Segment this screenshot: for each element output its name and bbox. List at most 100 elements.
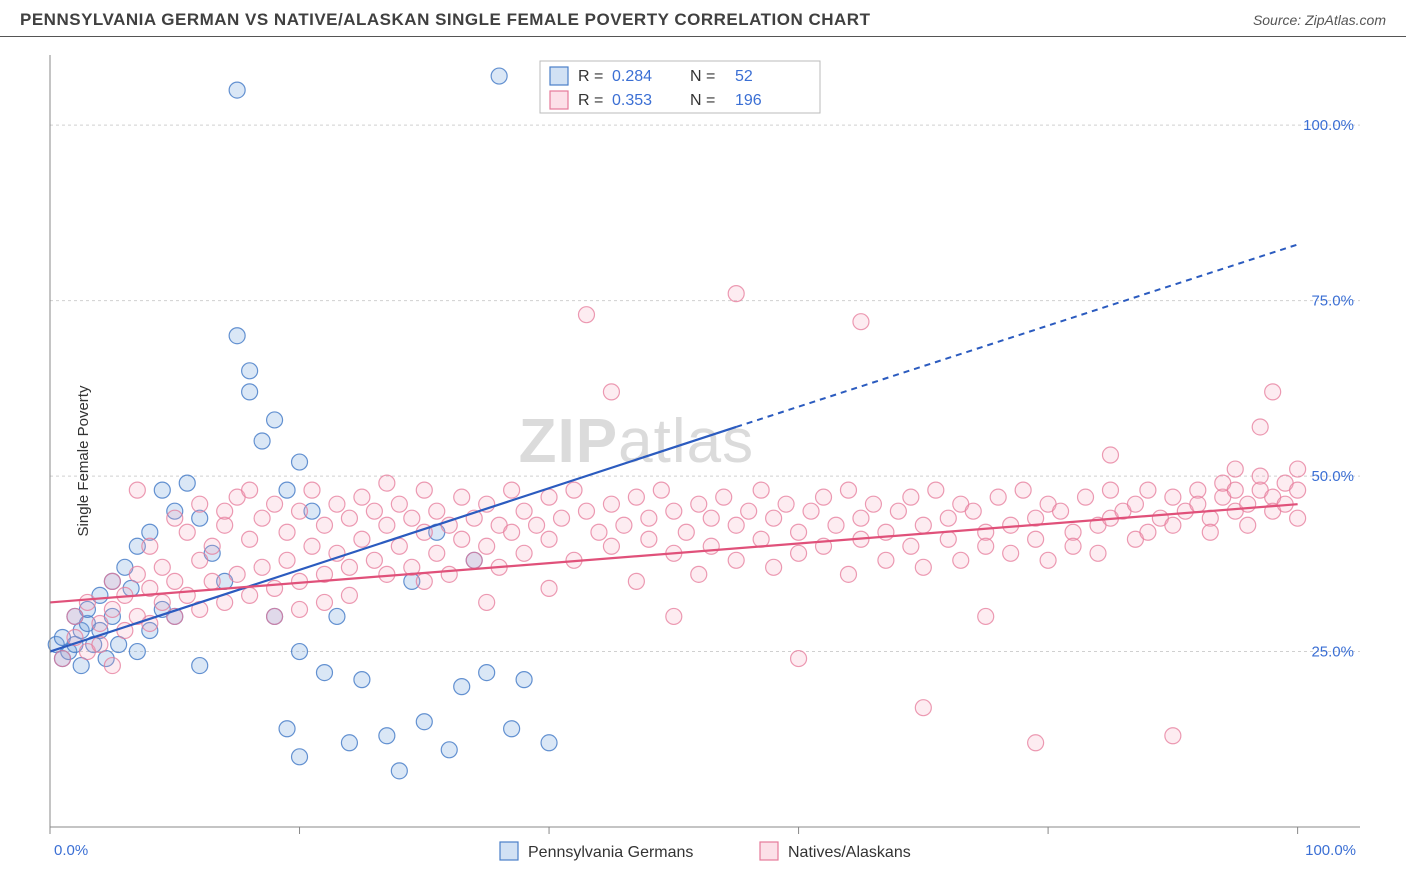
data-point [242, 531, 258, 547]
data-point [391, 763, 407, 779]
data-point [791, 651, 807, 667]
data-point [67, 608, 83, 624]
chart-title: PENNSYLVANIA GERMAN VS NATIVE/ALASKAN SI… [20, 10, 870, 30]
data-point [1165, 489, 1181, 505]
data-point [728, 517, 744, 533]
data-point [1227, 482, 1243, 498]
data-point [179, 587, 195, 603]
data-point [279, 524, 295, 540]
y-tick-label: 100.0% [1303, 117, 1354, 134]
data-point [529, 517, 545, 533]
data-point [254, 433, 270, 449]
data-point [441, 566, 457, 582]
legend-n-label: N = [690, 92, 715, 109]
data-point [129, 566, 145, 582]
bottom-legend-swatch [500, 842, 518, 860]
data-point [915, 517, 931, 533]
legend-swatch [550, 67, 568, 85]
data-point [229, 328, 245, 344]
data-point [242, 587, 258, 603]
legend-n-label: N = [690, 68, 715, 85]
data-point [504, 524, 520, 540]
data-point [404, 510, 420, 526]
data-point [853, 314, 869, 330]
data-point [1015, 482, 1031, 498]
data-point [915, 559, 931, 575]
data-point [416, 482, 432, 498]
data-point [391, 496, 407, 512]
data-point [92, 637, 108, 653]
data-point [653, 482, 669, 498]
data-point [292, 503, 308, 519]
data-point [154, 482, 170, 498]
data-point [1290, 510, 1306, 526]
x-min-label: 0.0% [54, 842, 88, 859]
data-point [167, 573, 183, 589]
data-point [341, 559, 357, 575]
data-point [641, 510, 657, 526]
data-point [354, 489, 370, 505]
data-point [1102, 447, 1118, 463]
data-point [1252, 468, 1268, 484]
data-point [828, 517, 844, 533]
data-point [242, 482, 258, 498]
data-point [691, 566, 707, 582]
data-point [1140, 524, 1156, 540]
data-point [454, 489, 470, 505]
data-point [242, 384, 258, 400]
data-point [229, 82, 245, 98]
legend-n-value: 52 [735, 68, 753, 85]
chart-container: Single Female Poverty 25.0%50.0%75.0%100… [0, 37, 1406, 885]
data-point [1165, 728, 1181, 744]
data-point [541, 531, 557, 547]
data-point [479, 538, 495, 554]
data-point [816, 489, 832, 505]
data-point [878, 552, 894, 568]
data-point [341, 587, 357, 603]
data-point [1028, 735, 1044, 751]
bottom-legend-label: Natives/Alaskans [788, 844, 911, 861]
data-point [504, 482, 520, 498]
data-point [316, 594, 332, 610]
data-point [329, 608, 345, 624]
data-point [1227, 461, 1243, 477]
source-prefix: Source: [1253, 12, 1305, 28]
data-point [1290, 482, 1306, 498]
legend-r-value: 0.353 [612, 92, 652, 109]
data-point [167, 510, 183, 526]
data-point [903, 538, 919, 554]
data-point [965, 503, 981, 519]
data-point [366, 552, 382, 568]
data-point [791, 545, 807, 561]
data-point [379, 517, 395, 533]
data-point [154, 559, 170, 575]
data-point [292, 601, 308, 617]
data-point [578, 503, 594, 519]
data-point [890, 503, 906, 519]
data-point [479, 665, 495, 681]
data-point [229, 566, 245, 582]
data-point [616, 517, 632, 533]
data-point [1252, 419, 1268, 435]
data-point [192, 552, 208, 568]
data-point [703, 510, 719, 526]
data-point [728, 552, 744, 568]
data-point [578, 307, 594, 323]
data-point [603, 538, 619, 554]
data-point [379, 728, 395, 744]
data-point [504, 721, 520, 737]
data-point [292, 749, 308, 765]
data-point [192, 658, 208, 674]
data-point [341, 510, 357, 526]
data-point [603, 496, 619, 512]
data-point [728, 286, 744, 302]
data-point [1090, 545, 1106, 561]
data-point [603, 384, 619, 400]
data-point [279, 482, 295, 498]
data-point [479, 594, 495, 610]
data-point [753, 482, 769, 498]
data-point [242, 363, 258, 379]
data-point [1040, 552, 1056, 568]
data-point [628, 573, 644, 589]
data-point [217, 503, 233, 519]
